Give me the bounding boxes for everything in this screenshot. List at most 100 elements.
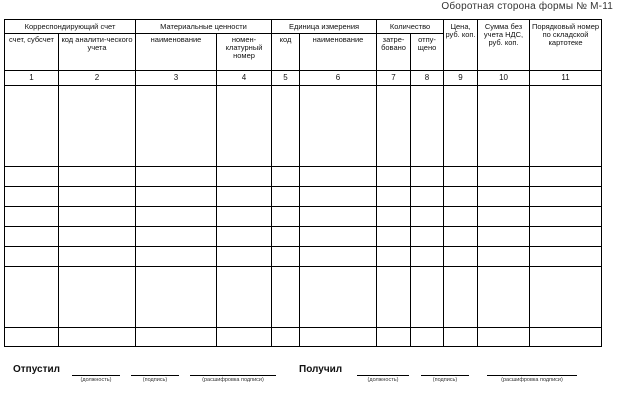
table-cell[interactable] (216, 226, 272, 247)
released-decoding-line[interactable] (190, 375, 276, 376)
table-cell[interactable] (376, 327, 412, 347)
table-cell[interactable] (477, 246, 531, 267)
table-cell[interactable] (271, 266, 300, 328)
table-cell[interactable] (271, 206, 300, 227)
table-cell[interactable] (58, 226, 136, 247)
table-cell[interactable] (216, 266, 272, 328)
table-cell[interactable] (376, 206, 412, 227)
table-cell[interactable] (4, 246, 59, 267)
table-cell[interactable] (135, 166, 217, 187)
table-cell[interactable] (216, 85, 272, 167)
table-cell[interactable] (443, 166, 479, 187)
table-cell[interactable] (477, 166, 531, 187)
column-number: 2 (58, 70, 136, 86)
table-cell[interactable] (477, 206, 531, 227)
table-cell[interactable] (58, 186, 136, 207)
table-cell[interactable] (410, 266, 445, 328)
table-cell[interactable] (443, 206, 479, 227)
table-cell[interactable] (443, 266, 479, 328)
table-cell[interactable] (477, 226, 531, 247)
table-cell[interactable] (271, 327, 300, 347)
table-cell[interactable] (271, 166, 300, 187)
header-sum: Сумма без учета НДС, руб. коп. (477, 19, 531, 71)
header-materials: Материальные ценности (135, 19, 272, 34)
table-cell[interactable] (376, 246, 412, 267)
table-cell[interactable] (410, 186, 445, 207)
table-cell[interactable] (529, 206, 603, 227)
table-cell[interactable] (4, 266, 59, 328)
table-cell[interactable] (271, 226, 300, 247)
table-cell[interactable] (271, 85, 300, 167)
table-cell[interactable] (216, 166, 272, 187)
table-cell[interactable] (135, 246, 217, 267)
table-cell[interactable] (216, 186, 272, 207)
table-cell[interactable] (58, 206, 136, 227)
table-cell[interactable] (376, 166, 412, 187)
table-cell[interactable] (58, 266, 136, 328)
table-cell[interactable] (443, 226, 479, 247)
table-cell[interactable] (4, 166, 59, 187)
table-cell[interactable] (410, 246, 445, 267)
table-cell[interactable] (135, 327, 217, 347)
table-cell[interactable] (135, 266, 217, 328)
table-cell[interactable] (477, 327, 531, 347)
table-cell[interactable] (58, 85, 136, 167)
table-cell[interactable] (410, 327, 445, 347)
table-cell[interactable] (58, 327, 136, 347)
table-cell[interactable] (135, 186, 217, 207)
table-cell[interactable] (298, 327, 378, 347)
table-cell[interactable] (135, 226, 217, 247)
table-cell[interactable] (410, 226, 445, 247)
table-cell[interactable] (271, 246, 300, 267)
table-cell[interactable] (529, 246, 603, 267)
table-cell[interactable] (4, 226, 59, 247)
table-cell[interactable] (410, 85, 445, 167)
table-cell[interactable] (298, 85, 378, 167)
table-cell[interactable] (4, 85, 59, 167)
table-cell[interactable] (376, 226, 412, 247)
table-cell[interactable] (443, 246, 479, 267)
table-cell[interactable] (298, 226, 378, 247)
table-cell[interactable] (298, 206, 378, 227)
table-cell[interactable] (376, 186, 412, 207)
table-cell[interactable] (376, 266, 412, 328)
released-position-line[interactable] (72, 375, 120, 376)
table-cell[interactable] (529, 327, 603, 347)
table-cell[interactable] (477, 266, 531, 328)
table-cell[interactable] (298, 166, 378, 187)
table-cell[interactable] (4, 186, 59, 207)
table-cell[interactable] (135, 206, 217, 227)
released-position-hint: (должность) (80, 377, 112, 383)
table-cell[interactable] (529, 266, 603, 328)
table-cell[interactable] (298, 246, 378, 267)
table-cell[interactable] (410, 206, 445, 227)
received-decoding-line[interactable] (487, 375, 577, 376)
table-cell[interactable] (4, 327, 59, 347)
table-cell[interactable] (298, 186, 378, 207)
table-cell[interactable] (216, 246, 272, 267)
table-cell[interactable] (135, 85, 217, 167)
table-cell[interactable] (298, 266, 378, 328)
table-cell[interactable] (271, 186, 300, 207)
table-cell[interactable] (529, 166, 603, 187)
table-cell[interactable] (376, 85, 412, 167)
table-cell[interactable] (216, 206, 272, 227)
received-position-line[interactable] (357, 375, 409, 376)
table-cell[interactable] (529, 226, 603, 247)
table-cell[interactable] (443, 186, 479, 207)
table-cell[interactable] (529, 186, 603, 207)
received-signature-line[interactable] (421, 375, 469, 376)
table-cell[interactable] (58, 166, 136, 187)
table-cell[interactable] (410, 166, 445, 187)
table-cell[interactable] (58, 246, 136, 267)
table-cell[interactable] (216, 327, 272, 347)
table-cell[interactable] (529, 85, 603, 167)
table-cell[interactable] (4, 206, 59, 227)
table-cell[interactable] (477, 186, 531, 207)
table-cell[interactable] (443, 85, 479, 167)
released-signature-line[interactable] (131, 375, 179, 376)
column-number: 4 (216, 70, 272, 86)
table-cell[interactable] (477, 85, 531, 167)
released-by-label: Отпустил (13, 364, 60, 375)
table-cell[interactable] (443, 327, 479, 347)
